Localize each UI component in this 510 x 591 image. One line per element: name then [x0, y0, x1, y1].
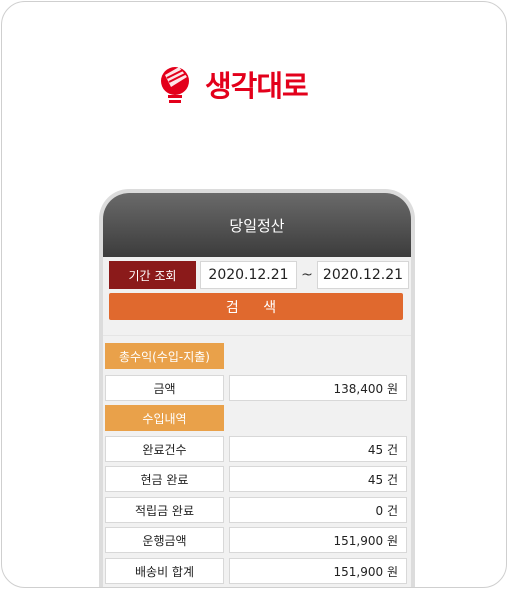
lightbulb-logo-icon — [161, 67, 189, 103]
section-net-income: 총수익(수입-지출) — [105, 343, 224, 369]
row-value-amount: 138,400 원 — [229, 375, 407, 401]
row-label-amount: 금액 — [105, 375, 224, 401]
date-separator: ~ — [301, 267, 313, 283]
period-label: 기간 조회 — [109, 261, 196, 289]
row-value-fare: 151,900 원 — [229, 527, 407, 553]
row-label-fare: 운행금액 — [105, 527, 224, 553]
row-label-completed: 완료건수 — [105, 436, 224, 462]
screen-title: 당일정산 — [229, 216, 285, 235]
row-value-delivery-total: 151,900 원 — [229, 558, 407, 584]
brand-logo: 생각대로 — [157, 65, 309, 107]
section-income-detail: 수입내역 — [105, 405, 224, 431]
row-value-cash: 45 건 — [229, 466, 407, 492]
screen-title-bar: 당일정산 — [103, 193, 411, 257]
row-value-completed: 45 건 — [229, 436, 407, 462]
row-label-cash: 현금 완료 — [105, 466, 224, 492]
date-to-field[interactable]: 2020.12.21 — [317, 261, 409, 289]
row-label-points: 적립금 완료 — [105, 497, 224, 523]
brand-name: 생각대로 — [205, 68, 309, 103]
row-value-points: 0 건 — [229, 497, 407, 523]
row-label-delivery-total: 배송비 합계 — [105, 558, 224, 584]
phone-mockup: 당일정산 기간 조회 2020.12.21 ~ 2020.12.21 검 색 총… — [99, 189, 415, 587]
date-from-field[interactable]: 2020.12.21 — [200, 261, 297, 289]
search-button[interactable]: 검 색 — [109, 293, 403, 320]
divider — [103, 335, 411, 336]
